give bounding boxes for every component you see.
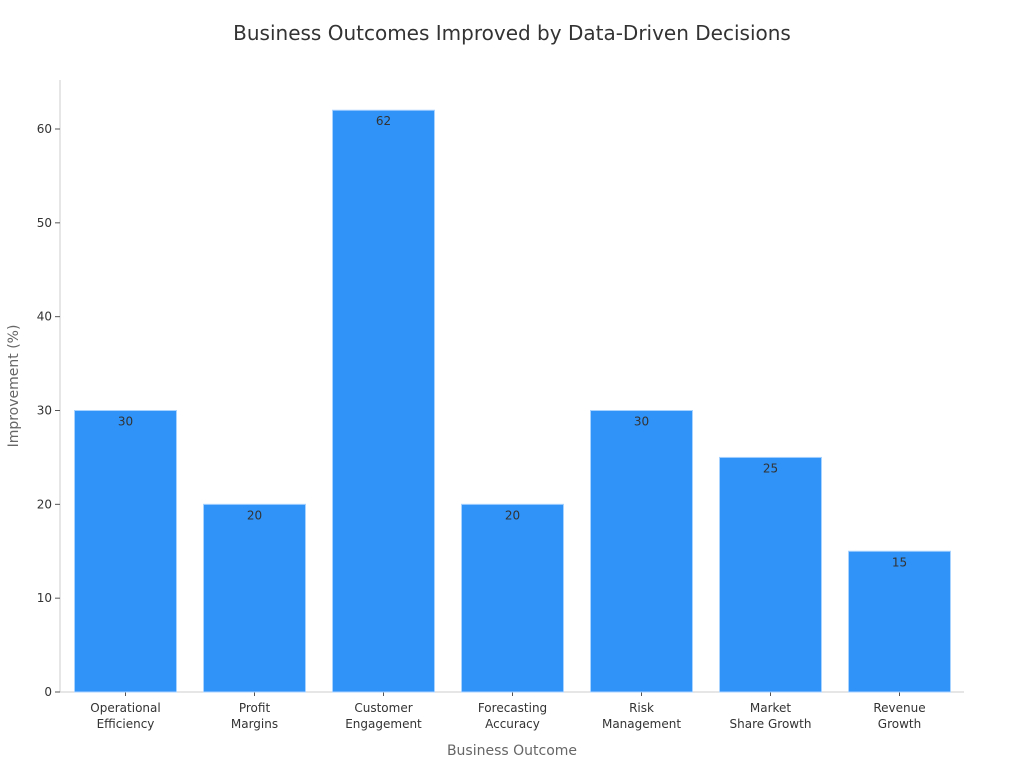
y-axis: 0 10 20 30 40 50 60 bbox=[37, 80, 61, 699]
x-tick-label: Forecasting Accuracy bbox=[478, 701, 547, 731]
bar bbox=[203, 503, 306, 693]
x-axis-label: Business Outcome bbox=[447, 743, 577, 759]
data-label: 20 bbox=[247, 508, 262, 522]
y-tick-label: 30 bbox=[37, 404, 52, 418]
x-tick-label: Risk Management bbox=[602, 701, 681, 731]
bar bbox=[848, 550, 951, 693]
data-label: 62 bbox=[376, 114, 391, 128]
x-axis: Operational Efficiency Profit Margins Custom… bbox=[60, 691, 964, 731]
bar bbox=[590, 410, 693, 693]
y-axis-label: Improvement (%) bbox=[6, 325, 22, 448]
y-tick-label: 60 bbox=[37, 122, 52, 136]
x-tick-label: Market Share Growth bbox=[730, 701, 812, 731]
data-label: 25 bbox=[763, 461, 778, 475]
y-tick-label: 50 bbox=[37, 216, 52, 230]
bar bbox=[332, 109, 435, 693]
y-tick-label: 10 bbox=[37, 591, 52, 605]
chart-title: Business Outcomes Improved by Data-Drive… bbox=[233, 21, 791, 45]
data-label: 15 bbox=[892, 555, 907, 569]
data-label: 30 bbox=[634, 415, 649, 429]
x-tick-label: Profit Margins bbox=[231, 701, 278, 731]
y-tick-label: 40 bbox=[37, 310, 52, 324]
x-tick-label: Operational Efficiency bbox=[90, 701, 160, 731]
bar bbox=[74, 410, 177, 693]
x-tick-label: Revenue Growth bbox=[873, 701, 925, 731]
y-tick-label: 0 bbox=[44, 685, 52, 699]
data-label: 20 bbox=[505, 508, 520, 522]
bars-group: 30 20 62 20 30 25 15 bbox=[74, 109, 951, 693]
bar bbox=[719, 456, 822, 693]
data-label: 30 bbox=[118, 415, 133, 429]
y-tick-label: 20 bbox=[37, 497, 52, 511]
bar bbox=[461, 503, 564, 693]
x-tick-label: Customer Engagement bbox=[345, 701, 422, 731]
